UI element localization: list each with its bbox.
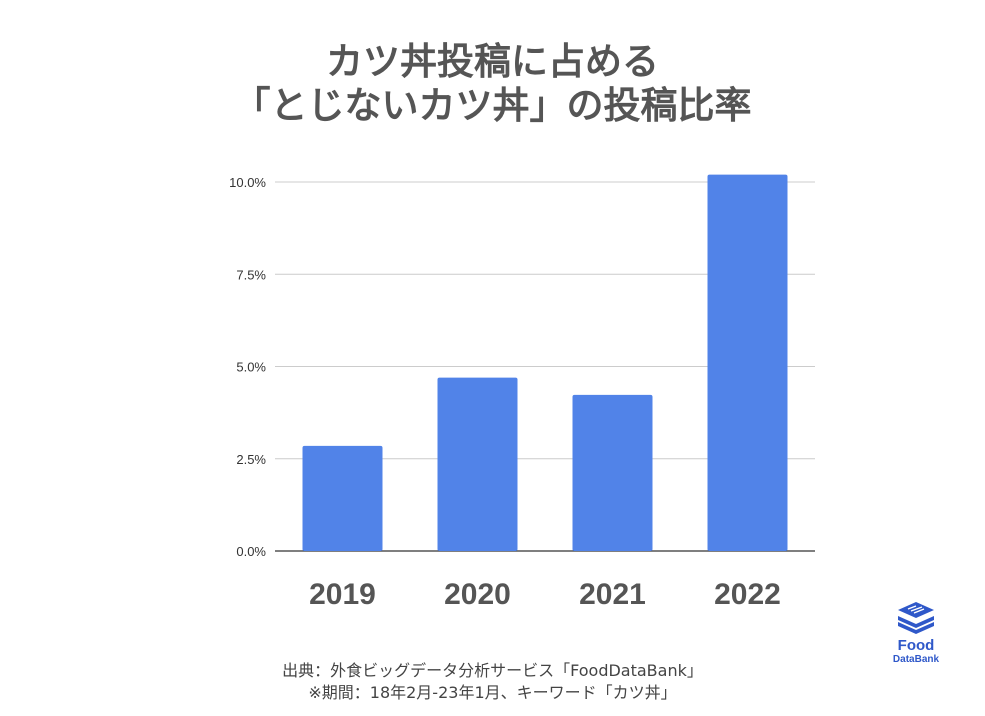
chart-title-line-1: カツ丼投稿に占める xyxy=(326,40,659,83)
chart-title: カツ丼投稿に占める 「とじないカツ丼」の投稿比率 xyxy=(0,40,985,128)
source-note: 出典：外食ビッグデータ分析サービス「FoodDataBank」 ※期間：18年2… xyxy=(0,660,985,704)
y-tick-label: 2.5% xyxy=(236,452,266,467)
bar-2021 xyxy=(572,394,653,551)
logo-word-databank: DataBank xyxy=(892,654,940,665)
chart-title-line-2: 「とじないカツ丼」の投稿比率 xyxy=(233,84,752,127)
bar-chart: 0.0% 2.5% 5.0% 7.5% 10.0% 2019 2020 2021 2022 xyxy=(229,174,815,611)
source-line-2: ※期間：18年2月-23年1月、キーワード「カツ丼」 xyxy=(308,683,677,702)
bar-2019 xyxy=(302,445,383,551)
y-tick-label: 10.0% xyxy=(229,175,266,190)
source-line-1: 出典：外食ビッグデータ分析サービス「FoodDataBank」 xyxy=(282,661,703,680)
x-tick-label: 2019 xyxy=(309,578,376,611)
x-tick-label: 2021 xyxy=(579,578,646,611)
x-tick-label: 2022 xyxy=(714,578,781,611)
y-tick-label: 0.0% xyxy=(236,544,266,559)
y-tick-label: 7.5% xyxy=(236,267,266,282)
y-tick-label: 5.0% xyxy=(236,360,266,375)
food-databank-logo-icon xyxy=(898,602,934,634)
x-tick-label: 2020 xyxy=(444,578,511,611)
food-databank-logo: Food DataBank xyxy=(884,600,948,670)
bar-2022 xyxy=(707,174,788,551)
bar-2020 xyxy=(437,377,518,551)
logo-word-food: Food xyxy=(897,637,935,654)
